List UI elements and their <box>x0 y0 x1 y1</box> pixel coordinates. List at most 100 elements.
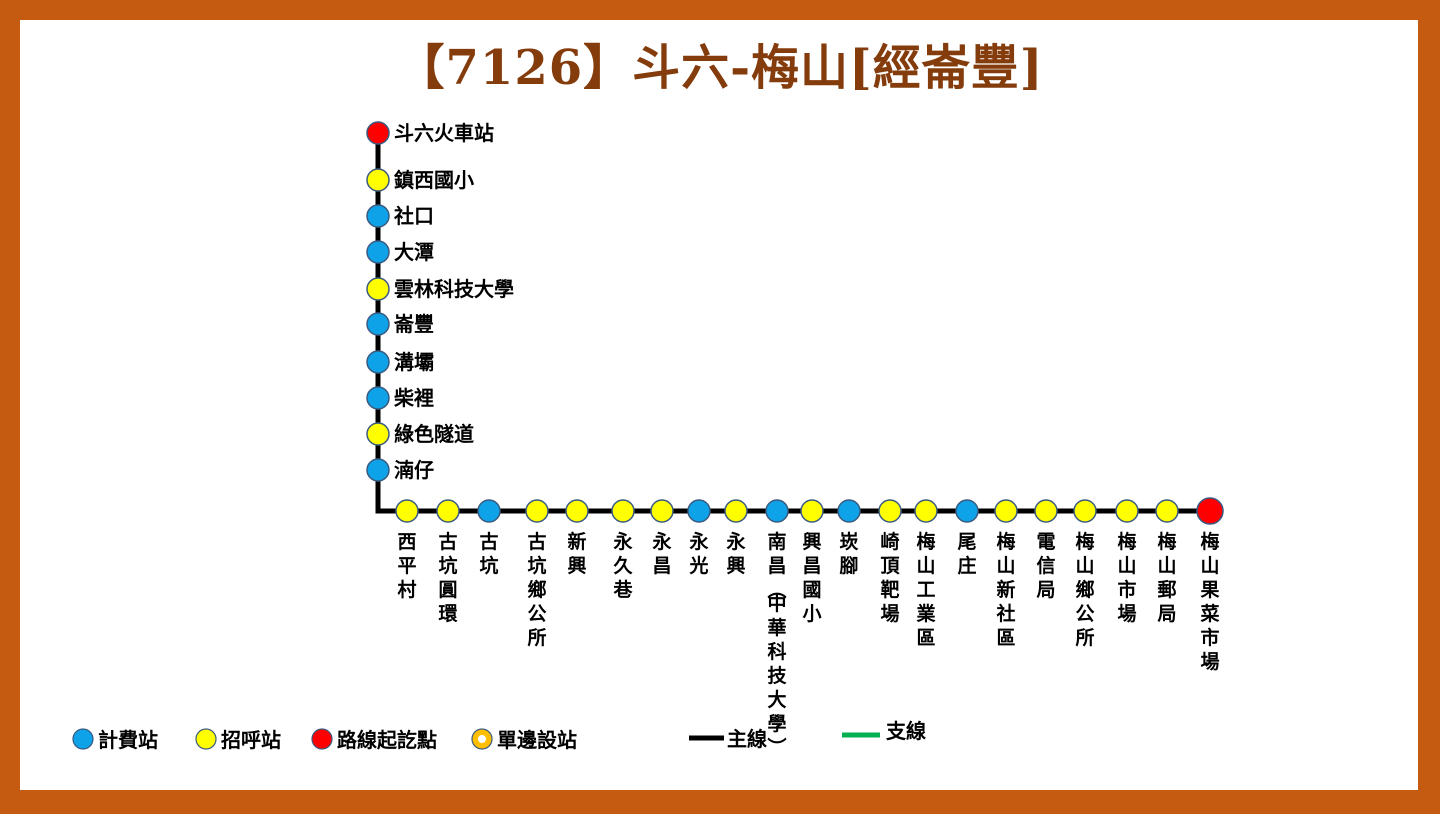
stop-horizontal: 古坑圓環 <box>436 499 460 625</box>
stop-marker <box>1155 499 1179 523</box>
stop-horizontal: 梅山郵局 <box>1155 499 1179 625</box>
route-lines <box>375 133 1210 514</box>
stop-marker <box>477 499 501 523</box>
stop-label: 興昌國小 <box>802 531 821 625</box>
stop-horizontal: 古坑 <box>477 499 501 577</box>
legend-marker <box>72 728 94 750</box>
stop-vertical: 溝壩 <box>366 350 434 374</box>
stop-label: 雲林科技大學 <box>394 277 514 301</box>
stop-label: 崁腳 <box>839 530 858 577</box>
stop-horizontal: 興昌國小 <box>800 499 824 625</box>
stop-label: 梅山果菜市場 <box>1199 530 1219 673</box>
stop-label: 古坑 <box>479 530 498 577</box>
stop-marker <box>565 499 589 523</box>
stop-label: 梅山郵局 <box>1157 530 1176 625</box>
stop-horizontal: 永光 <box>687 499 711 577</box>
stop-marker <box>878 499 902 523</box>
stop-horizontal: 崎頂靶場 <box>878 499 902 625</box>
stop-marker <box>395 499 419 523</box>
stop-marker <box>366 168 390 192</box>
stop-label: 西平村 <box>397 531 416 601</box>
stop-label: 斗六火車站 <box>394 121 494 145</box>
stop-marker <box>800 499 824 523</box>
stop-label: 永光 <box>688 530 709 577</box>
legend-label: 單邊設站 <box>497 728 577 752</box>
main-line-path <box>375 133 1210 514</box>
stop-label: 古坑鄉公所 <box>527 530 546 649</box>
stop-label: 梅山工業區 <box>915 530 936 649</box>
stop-marker <box>611 499 635 523</box>
stop-marker <box>366 277 390 301</box>
stop-label: 溝壩 <box>394 350 434 374</box>
stop-marker <box>366 422 390 446</box>
legend: 計費站 招呼站 路線起訖點 單邊設站 主線 支線 <box>72 719 926 752</box>
stop-marker <box>1073 499 1097 523</box>
stop-label: 大潭 <box>394 240 434 264</box>
stop-label: 南昌︵中華科技大學︶ <box>767 531 787 759</box>
stop-marker <box>687 499 711 523</box>
stop-marker <box>366 240 390 264</box>
stop-horizontal: 古坑鄉公所 <box>525 499 549 649</box>
stop-label: 電信局 <box>1036 531 1055 601</box>
legend-label: 計費站 <box>98 728 158 752</box>
stop-label: 新興 <box>567 530 586 577</box>
legend-item-one-side: 單邊設站 <box>471 728 577 752</box>
legend-label: 路線起訖點 <box>337 728 437 752</box>
legend-marker-hole <box>478 735 486 743</box>
route-title: 【7126】斗六-梅山[經崙豐] <box>396 40 1044 96</box>
stop-horizontal: 永久巷 <box>611 499 635 601</box>
stop-horizontal: 梅山鄉公所 <box>1073 499 1097 649</box>
legend-item-flag: 招呼站 <box>195 728 281 752</box>
legend-label: 支線 <box>886 719 926 743</box>
stop-marker <box>1196 497 1224 525</box>
stop-label: 永昌 <box>651 530 672 577</box>
stop-horizontal: 永昌 <box>650 499 674 577</box>
stop-vertical: 社口 <box>366 204 434 228</box>
stop-label: 鎮西國小 <box>394 168 474 192</box>
stop-vertical: 大潭 <box>366 240 434 264</box>
stop-horizontal: 新興 <box>565 499 589 577</box>
map-frame <box>20 20 1418 790</box>
stop-label: 尾庄 <box>957 531 976 577</box>
stop-marker <box>724 499 748 523</box>
stop-label: 崙豐 <box>393 312 434 336</box>
stop-marker <box>366 386 390 410</box>
stop-vertical: 湳仔 <box>366 458 434 482</box>
stop-vertical: 斗六火車站 <box>366 121 494 145</box>
stop-vertical: 雲林科技大學 <box>366 277 514 301</box>
stop-vertical: 綠色隧道 <box>366 422 474 446</box>
stop-label: 綠色隧道 <box>394 422 474 446</box>
stop-label: 永久巷 <box>612 530 633 601</box>
legend-label: 主線 <box>727 727 767 751</box>
stop-marker <box>1034 499 1058 523</box>
stop-marker <box>366 458 390 482</box>
stop-vertical: 崙豐 <box>366 312 434 336</box>
stop-marker <box>994 499 1018 523</box>
stop-marker <box>366 312 390 336</box>
stop-vertical: 柴裡 <box>366 386 434 410</box>
legend-item-branch-line: 支線 <box>842 719 926 743</box>
stop-horizontal: 西平村 <box>395 499 419 601</box>
stop-label: 梅山市場 <box>1117 530 1136 625</box>
stop-marker <box>914 499 938 523</box>
stop-marker <box>436 499 460 523</box>
legend-item-fare: 計費站 <box>72 728 158 752</box>
stop-marker <box>525 499 549 523</box>
legend-marker <box>195 728 217 750</box>
stop-horizontal: 崁腳 <box>837 499 861 577</box>
stop-horizontal: 永興 <box>724 499 748 577</box>
stop-marker <box>837 499 861 523</box>
stop-horizontal: 尾庄 <box>955 499 979 577</box>
stop-horizontal: 梅山新社區 <box>994 499 1018 649</box>
stop-horizontal: 南昌︵中華科技大學︶ <box>765 499 789 759</box>
stop-horizontal: 梅山果菜市場 <box>1196 497 1224 673</box>
stop-vertical: 鎮西國小 <box>366 168 474 192</box>
stop-horizontal: 電信局 <box>1034 499 1058 601</box>
stop-label: 湳仔 <box>394 458 434 482</box>
legend-marker <box>311 728 333 750</box>
stop-label: 古坑圓環 <box>438 530 458 625</box>
stop-label: 梅山鄉公所 <box>1075 530 1094 649</box>
